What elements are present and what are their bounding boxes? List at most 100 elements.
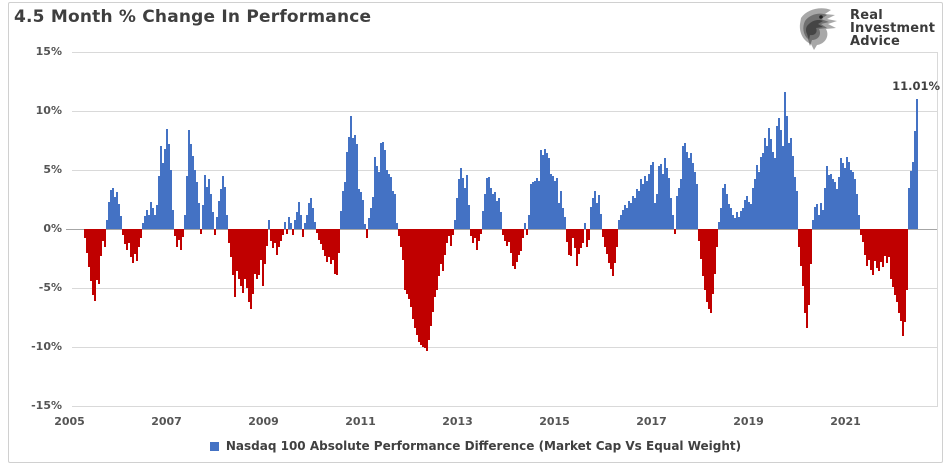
bar xyxy=(94,229,97,301)
bar xyxy=(758,172,761,229)
bar xyxy=(700,229,703,259)
y-axis-tick-label: -10% xyxy=(31,340,62,353)
bar xyxy=(500,212,503,229)
bar xyxy=(118,204,121,229)
bar xyxy=(558,203,561,229)
bar xyxy=(396,223,399,229)
bar xyxy=(190,144,193,229)
bar xyxy=(488,177,491,229)
bar xyxy=(472,229,475,244)
bar xyxy=(432,229,435,312)
bar xyxy=(618,219,621,229)
bar xyxy=(90,229,93,281)
bar xyxy=(430,229,433,326)
bar xyxy=(768,127,771,229)
bar xyxy=(182,229,185,238)
bar xyxy=(638,191,641,229)
bar xyxy=(676,195,679,229)
bar xyxy=(868,229,871,260)
bar xyxy=(674,229,677,234)
bar xyxy=(686,152,689,229)
bar xyxy=(740,211,743,229)
bar xyxy=(502,229,505,235)
bar xyxy=(482,211,485,229)
x-axis-tick-label: 2009 xyxy=(248,415,279,428)
bar xyxy=(416,229,419,336)
bar xyxy=(400,229,403,247)
bar xyxy=(292,229,295,235)
bar xyxy=(420,229,423,345)
bar xyxy=(596,203,599,229)
bar xyxy=(390,177,393,229)
bar xyxy=(152,207,155,229)
bar xyxy=(556,178,559,229)
bar xyxy=(446,229,449,244)
bar xyxy=(228,229,231,244)
bar xyxy=(96,229,99,280)
bar xyxy=(526,229,529,235)
bar xyxy=(744,199,747,229)
bar xyxy=(262,229,265,286)
bar xyxy=(120,216,123,229)
bar xyxy=(124,229,127,245)
bar xyxy=(914,131,917,229)
bar xyxy=(442,229,445,272)
bar xyxy=(210,193,213,229)
bar xyxy=(796,191,799,229)
bar xyxy=(88,229,91,267)
bar xyxy=(256,229,259,279)
bar xyxy=(916,99,919,229)
bar xyxy=(542,154,545,229)
bar xyxy=(296,212,299,229)
bar xyxy=(272,229,275,248)
bar xyxy=(402,229,405,260)
bar xyxy=(112,187,115,229)
bar xyxy=(480,229,483,234)
bar xyxy=(258,229,261,276)
bar xyxy=(340,211,343,229)
bar xyxy=(658,166,661,229)
gridline--5% xyxy=(72,288,937,289)
bar xyxy=(604,229,607,247)
bar xyxy=(790,138,793,229)
bar xyxy=(554,180,557,229)
bar xyxy=(454,219,457,229)
bar xyxy=(544,148,547,229)
bar xyxy=(598,194,601,229)
bar xyxy=(490,187,493,229)
bar xyxy=(354,134,357,229)
bar xyxy=(208,179,211,229)
bar xyxy=(230,229,233,258)
bar xyxy=(214,229,217,235)
bar xyxy=(606,229,609,254)
bar xyxy=(840,158,843,229)
bar xyxy=(248,229,251,303)
bar xyxy=(836,188,839,229)
bar xyxy=(352,138,355,229)
bar xyxy=(196,181,199,229)
bar xyxy=(774,158,777,229)
bar xyxy=(530,184,533,229)
bar xyxy=(484,193,487,229)
annotation-last-value: 11.01% xyxy=(892,79,940,93)
bar xyxy=(664,158,667,229)
x-axis-tick-label: 2015 xyxy=(539,415,570,428)
bar xyxy=(534,180,537,229)
bar xyxy=(142,223,145,229)
bar xyxy=(372,197,375,229)
bar xyxy=(368,218,371,229)
bar xyxy=(158,175,161,229)
bar xyxy=(100,229,103,257)
bar xyxy=(370,207,373,229)
bar xyxy=(710,229,713,313)
bar xyxy=(220,188,223,229)
bar xyxy=(804,229,807,313)
bar xyxy=(872,229,875,276)
bar xyxy=(624,205,627,229)
bar xyxy=(712,229,715,294)
bar xyxy=(376,166,379,229)
bar xyxy=(174,229,177,237)
bar xyxy=(138,229,141,247)
bar xyxy=(550,173,553,229)
